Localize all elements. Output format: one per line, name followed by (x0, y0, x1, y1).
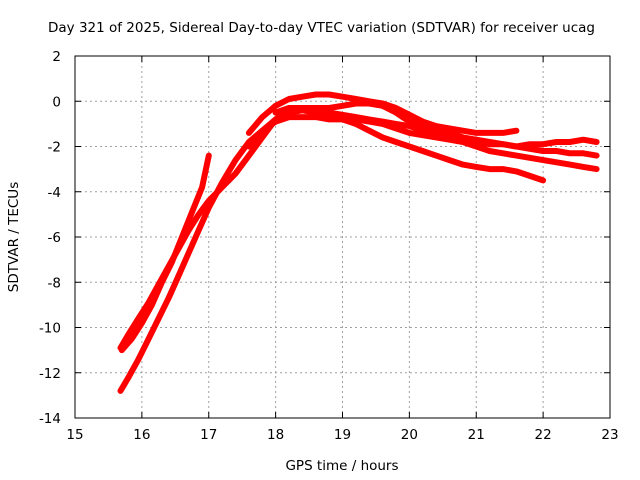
y-tick-label: -10 (39, 321, 61, 337)
x-tick-label: 17 (200, 427, 217, 443)
y-tick-label: 2 (52, 49, 61, 65)
x-tick-label: 18 (267, 427, 284, 443)
x-tick-label: 16 (133, 427, 150, 443)
y-tick-label: -2 (48, 140, 61, 156)
x-tick-label: 15 (66, 427, 83, 443)
series-sat-f (272, 105, 600, 150)
series-layer (117, 91, 600, 394)
x-tick-label: 21 (468, 427, 485, 443)
y-tick-label: -4 (48, 185, 61, 201)
y-axis-label: SDTVAR / TECUs (6, 182, 22, 292)
y-tick-label: 0 (52, 94, 61, 110)
x-axis-label: GPS time / hours (285, 458, 398, 474)
x-tick-label: 20 (401, 427, 418, 443)
y-tick-label: -12 (39, 366, 61, 382)
axis-ticks (74, 55, 611, 419)
series-sat-d (245, 91, 520, 136)
series-sat-c (117, 114, 547, 394)
y-tick-label: -8 (48, 275, 61, 291)
y-tick-label: -14 (39, 411, 61, 427)
series-sat-b (118, 152, 212, 354)
x-tick-label: 23 (601, 427, 618, 443)
tick-labels: 15 16 17 18 19 20 21 22 23 -14 -12 -10 -8 -6 -4 -2 0 2 (39, 49, 619, 443)
x-tick-label: 19 (334, 427, 351, 443)
x-tick-label: 22 (535, 427, 552, 443)
chart-title: Day 321 of 2025, Sidereal Day-to-day VTE… (48, 20, 595, 36)
y-tick-label: -6 (48, 230, 61, 246)
